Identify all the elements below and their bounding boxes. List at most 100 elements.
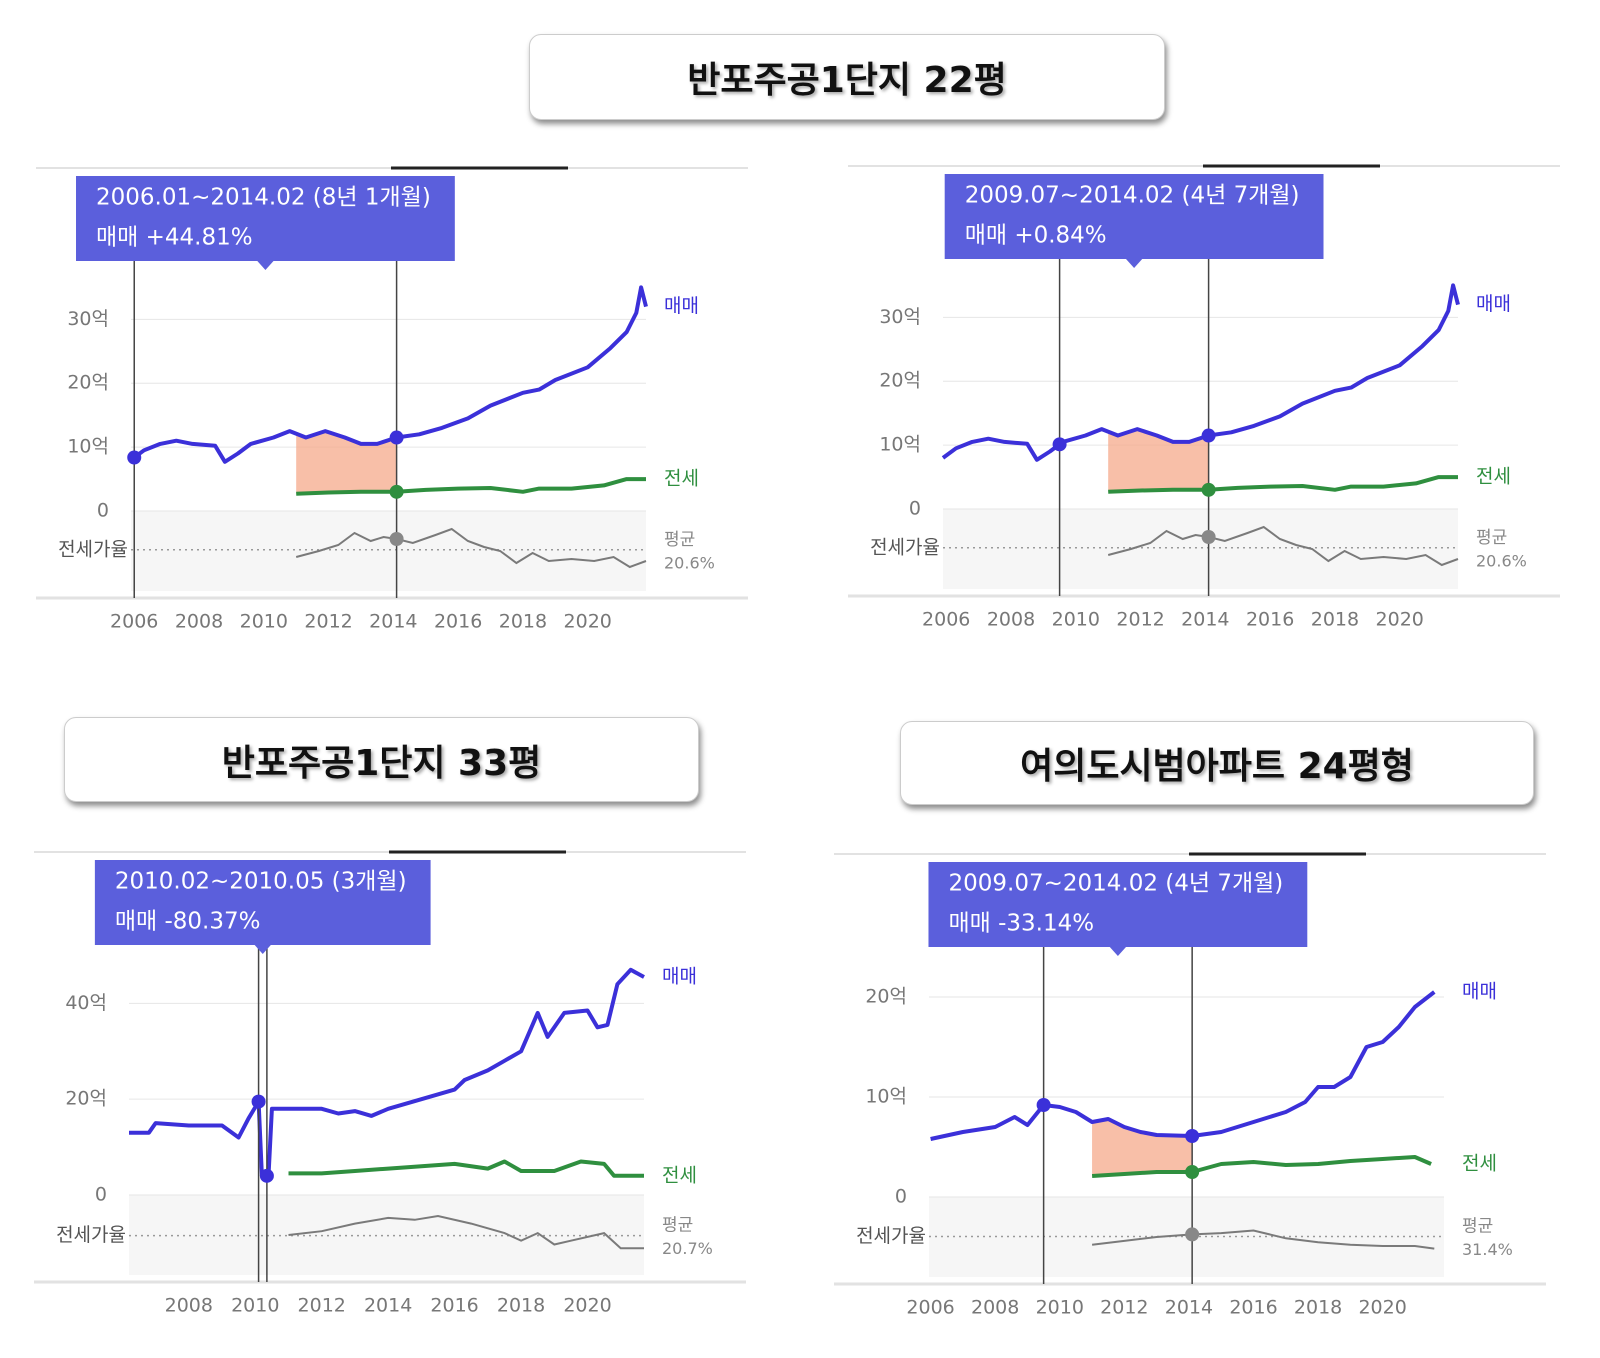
x-tick-label: 2020	[563, 1295, 611, 1317]
ratio-panel	[131, 511, 646, 591]
series-line	[288, 1159, 644, 1178]
ratio-label: 전세가율	[56, 1224, 126, 1246]
period-fill	[1108, 429, 1209, 492]
chart-panel: 0 10억 20억 2006 2008 2010 2012 2014 2016 2018 2020 전…	[834, 852, 1546, 1319]
period-fill	[1092, 1119, 1193, 1176]
x-tick-label: 2018	[1311, 609, 1359, 631]
x-tick-label: 2008	[971, 1297, 1019, 1319]
average-value-label: 31.4%	[1462, 1240, 1513, 1259]
x-tick-label: 2006	[906, 1297, 954, 1319]
ratio-panel	[943, 509, 1458, 589]
average-label: 평균	[1476, 528, 1507, 548]
tooltip-change: 매매 +0.84%	[965, 223, 1107, 249]
x-tick-label: 2016	[1246, 609, 1294, 631]
tooltip-box	[928, 862, 1308, 947]
ratio-line	[1107, 525, 1459, 567]
x-tick-label: 2010	[240, 611, 288, 633]
ratio-label: 전세가율	[856, 1225, 926, 1247]
x-tick-label: 2018	[1294, 1297, 1342, 1319]
x-tick-label: 2008	[165, 1295, 213, 1317]
x-tick-label: 2012	[298, 1295, 346, 1317]
average-label: 평균	[662, 1216, 693, 1236]
ratio-panel	[129, 1195, 644, 1275]
series-label: 매매	[664, 295, 699, 317]
ratio-label: 전세가율	[870, 536, 940, 558]
y-tick-label: 10억	[879, 434, 921, 456]
x-tick-label: 2014	[1181, 609, 1229, 631]
y-tick-label: 0	[895, 1186, 907, 1208]
x-tick-label: 2008	[987, 609, 1035, 631]
average-value-label: 20.6%	[664, 553, 715, 572]
y-tick-label: 0	[95, 1184, 107, 1206]
x-tick-label: 2018	[499, 611, 547, 633]
period-dot	[1201, 428, 1216, 443]
period-dot	[1201, 482, 1216, 497]
series-line	[1091, 1155, 1432, 1178]
chart-panel: 0 10억 20억 30억 2006 2008 2010 2012 2014 2016 2018 20…	[36, 166, 748, 633]
y-tick-label: 0	[97, 500, 109, 522]
x-tick-label: 2008	[175, 611, 223, 633]
series-label: 전세	[662, 1164, 697, 1186]
period-dot	[251, 1094, 266, 1109]
period-dot	[127, 450, 142, 465]
ratio-label: 전세가율	[58, 538, 128, 560]
y-tick-label: 30억	[67, 308, 109, 330]
series-label: 매매	[1476, 293, 1511, 315]
y-tick-label: 20억	[67, 372, 109, 394]
series-label: 전세	[1476, 466, 1511, 488]
period-dot	[1052, 437, 1067, 452]
tooltip-arrow	[253, 944, 272, 954]
tooltip-arrow	[256, 260, 275, 270]
x-tick-label: 2014	[369, 611, 417, 633]
average-label: 평균	[1462, 1216, 1493, 1236]
tooltip-period: 2006.01~2014.02 (8년 1개월)	[96, 185, 431, 211]
y-tick-label: 10억	[865, 1086, 907, 1108]
x-tick-label: 2012	[1100, 1297, 1148, 1319]
y-tick-label: 20억	[65, 1088, 107, 1110]
x-tick-label: 2010	[231, 1295, 279, 1317]
x-tick-label: 2012	[1116, 609, 1164, 631]
period-dot	[1185, 1129, 1200, 1143]
x-tick-label: 2016	[1229, 1297, 1277, 1319]
x-tick-label: 2006	[110, 611, 158, 633]
series-line	[129, 967, 645, 1178]
average-label: 평균	[664, 530, 695, 550]
ratio-line	[1091, 1229, 1435, 1250]
chart-panel: 0 20억 40억 2008 2010 2012 2014 2016 2018 2020 전세가율 평…	[34, 850, 746, 1317]
period-dot	[389, 430, 404, 445]
x-tick-label: 2020	[1376, 609, 1424, 631]
tooltip-box	[944, 174, 1324, 259]
period-dot	[1036, 1098, 1051, 1112]
series-label: 매매	[662, 965, 697, 987]
tooltip: 2006.01~2014.02 (8년 1개월) 매매 +44.81%	[76, 176, 455, 270]
average-value-label: 20.7%	[662, 1239, 713, 1258]
period-dot	[1185, 1227, 1200, 1242]
period-dot	[1185, 1165, 1200, 1179]
period-dot	[1201, 530, 1216, 544]
series-line	[296, 477, 646, 496]
x-tick-label: 2010	[1036, 1297, 1084, 1319]
x-tick-label: 2018	[497, 1295, 545, 1317]
tooltip-arrow	[1125, 258, 1144, 268]
tooltip-change: 매매 -33.14%	[948, 911, 1094, 937]
title: 반포주공1단지 22평	[529, 34, 1165, 120]
tooltip-change: 매매 -80.37%	[115, 909, 261, 935]
tooltip-change: 매매 +44.81%	[96, 225, 253, 251]
title: 반포주공1단지 33평	[64, 717, 699, 802]
x-tick-label: 2014	[1165, 1297, 1213, 1319]
ratio-line	[295, 527, 647, 569]
period-dot	[259, 1168, 274, 1183]
series-line	[930, 990, 1436, 1141]
x-tick-label: 2016	[430, 1295, 478, 1317]
y-tick-label: 40억	[65, 992, 107, 1014]
y-tick-label: 20억	[865, 986, 907, 1008]
period-dot	[389, 532, 404, 546]
y-tick-label: 20억	[879, 370, 921, 392]
series-label: 전세	[664, 468, 699, 490]
x-tick-label: 2010	[1052, 609, 1100, 631]
title: 여의도시범아파트 24평형	[900, 721, 1534, 805]
y-tick-label: 10억	[67, 436, 109, 458]
chart-panel: 0 10억 20억 30억 2006 2008 2010 2012 2014 2016 2018 20…	[848, 164, 1560, 631]
tooltip: 2009.07~2014.02 (4년 7개월) 매매 -33.14%	[928, 862, 1308, 956]
